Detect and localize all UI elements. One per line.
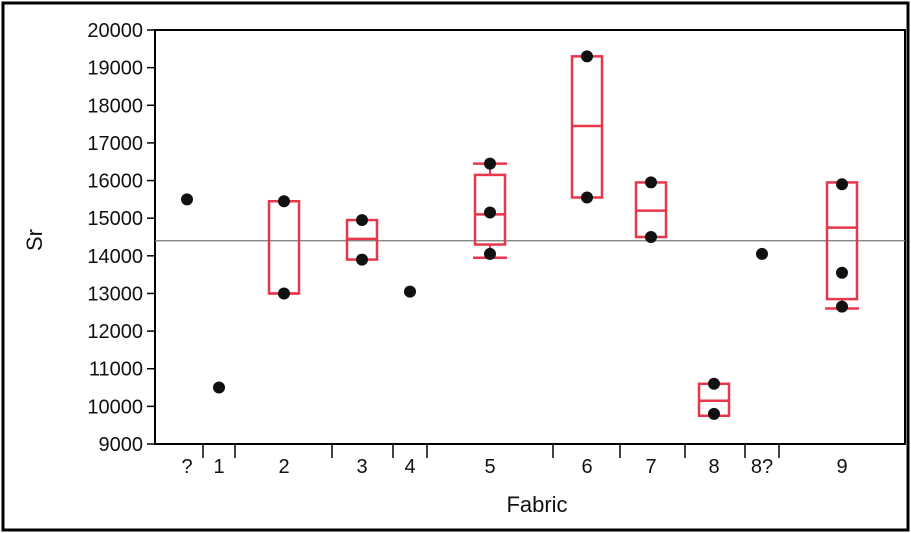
x-tick-label: 7	[645, 456, 656, 478]
data-point-7	[645, 231, 657, 243]
data-point-3	[356, 253, 368, 266]
y-tick-label: 17000	[87, 133, 143, 155]
data-point-9	[836, 178, 848, 191]
x-tick-label: 5	[484, 456, 495, 478]
plot-layer: 9000 10000 11000 12000 13000 14000 15000 16000 1…	[87, 20, 906, 478]
data-point-8?	[756, 247, 768, 260]
data-point-?	[181, 193, 193, 206]
x-tick-label: 8	[708, 456, 719, 478]
x-tick-label: ?	[181, 456, 192, 478]
data-point-2	[278, 287, 290, 300]
y-tick-label: 16000	[87, 171, 143, 193]
data-point-8	[708, 377, 720, 390]
data-point-4	[404, 285, 416, 298]
y-tick-label: 13000	[87, 283, 143, 305]
data-point-5	[484, 206, 496, 219]
y-tick-label: 10000	[87, 396, 143, 418]
data-point-9	[836, 266, 848, 279]
y-tick-label: 11000	[89, 359, 143, 381]
y-tick-label: 12000	[87, 321, 143, 343]
y-tick-label: 9000	[99, 434, 144, 456]
data-point-1	[213, 381, 225, 394]
x-tick-label: 3	[356, 456, 367, 478]
data-point-8	[708, 407, 720, 420]
data-point-9	[836, 300, 848, 313]
data-point-3	[356, 214, 368, 227]
x-tick-label: 2	[278, 456, 289, 478]
y-tick-label: 20000	[87, 20, 143, 42]
x-tick-label: 9	[836, 456, 847, 478]
data-point-6	[581, 50, 593, 63]
y-tick-label: 15000	[87, 208, 143, 230]
y-tick-label: 18000	[87, 95, 143, 117]
data-point-5	[484, 157, 496, 170]
x-tick-label: 8?	[751, 456, 773, 478]
x-axis-label: Fabric	[506, 492, 567, 517]
data-point-2	[278, 195, 290, 208]
data-point-6	[581, 191, 593, 204]
y-axis-label: Sr	[22, 229, 47, 251]
y-tick-label: 14000	[87, 246, 143, 268]
x-tick-label: 4	[404, 456, 415, 478]
x-tick-label: 6	[581, 456, 592, 478]
plot-frame	[154, 29, 906, 445]
data-point-7	[645, 176, 657, 189]
data-point-5	[484, 247, 496, 260]
y-tick-label: 19000	[87, 58, 143, 80]
x-tick-label: 1	[213, 456, 224, 478]
